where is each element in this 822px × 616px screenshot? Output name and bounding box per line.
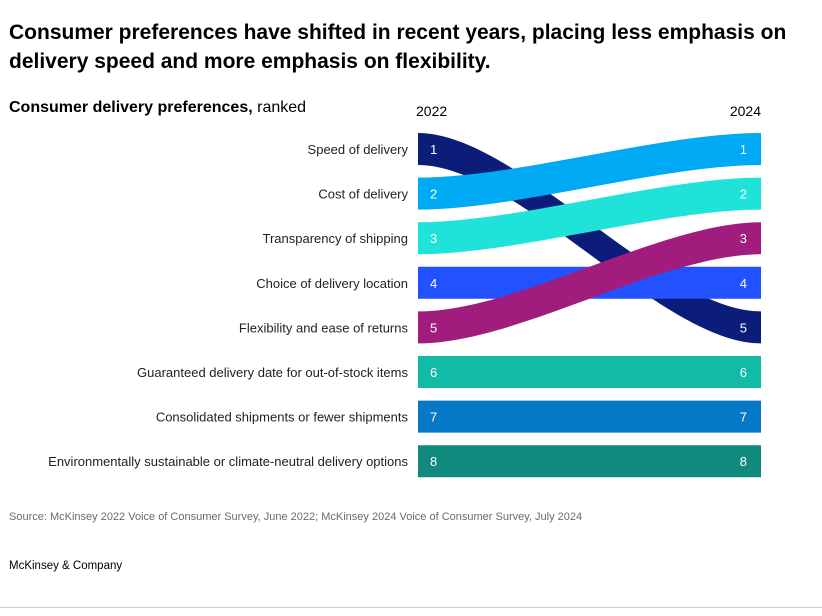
- rank-2024-environmentally-sustainable-or-climate-neutral-delivery-options: 8: [740, 454, 747, 469]
- subtitle-strong: Consumer delivery preferences,: [9, 99, 253, 116]
- footer-divider: [0, 607, 822, 608]
- category-label-8: Environmentally sustainable or climate-n…: [48, 454, 408, 469]
- category-label-3: Transparency of shipping: [263, 231, 409, 246]
- rank-2024-guaranteed-delivery-date-for-out-of-stock-items: 6: [740, 365, 747, 380]
- ribbon-transparency-of-shipping: [418, 177, 761, 255]
- category-label-4: Choice of delivery location: [256, 276, 408, 291]
- source-note: Source: McKinsey 2022 Voice of Consumer …: [9, 511, 583, 523]
- rank-2022-cost-of-delivery: 2: [430, 187, 437, 202]
- year-label-end: 2024: [730, 103, 761, 119]
- rank-2024-cost-of-delivery: 1: [740, 142, 747, 157]
- ribbon-guaranteed-delivery-date-for-out-of-stock-items: [418, 356, 761, 388]
- rank-2024-consolidated-shipments-or-fewer-shipments: 7: [740, 410, 747, 425]
- brand-footer: McKinsey & Company: [9, 560, 123, 572]
- category-label-6: Guaranteed delivery date for out-of-stoc…: [137, 365, 408, 380]
- rank-2022-guaranteed-delivery-date-for-out-of-stock-items: 6: [430, 365, 437, 380]
- ribbon-consolidated-shipments-or-fewer-shipments: [418, 400, 761, 433]
- rank-2024-choice-of-delivery-location: 4: [740, 276, 747, 291]
- rank-2024-flexibility-and-ease-of-returns: 3: [740, 231, 747, 246]
- chart-title: Consumer preferences have shifted in rec…: [9, 21, 787, 73]
- rank-2022-transparency-of-shipping: 3: [430, 231, 437, 246]
- rank-2022-speed-of-delivery: 1: [430, 142, 437, 157]
- category-label-5: Flexibility and ease of returns: [239, 320, 409, 335]
- ribbon-flexibility-and-ease-of-returns: [418, 222, 761, 344]
- category-label-7: Consolidated shipments or fewer shipment…: [156, 410, 409, 425]
- rank-2022-environmentally-sustainable-or-climate-neutral-delivery-options: 8: [430, 454, 437, 469]
- category-label-2: Cost of delivery: [318, 187, 408, 202]
- subtitle-rest: ranked: [252, 99, 307, 116]
- rank-2024-transparency-of-shipping: 2: [740, 187, 747, 202]
- ribbon-cost-of-delivery: [418, 133, 761, 210]
- year-label-start: 2022: [416, 103, 447, 119]
- rank-2022-flexibility-and-ease-of-returns: 5: [430, 320, 437, 335]
- category-label-1: Speed of delivery: [308, 142, 409, 157]
- rank-2022-choice-of-delivery-location: 4: [430, 276, 437, 291]
- rank-2022-consolidated-shipments-or-fewer-shipments: 7: [430, 410, 437, 425]
- ribbon-environmentally-sustainable-or-climate-neutral-delivery-options: [418, 445, 761, 478]
- rank-2024-speed-of-delivery: 5: [740, 320, 747, 335]
- chart-subtitle: Consumer delivery preferences, ranked: [9, 98, 306, 118]
